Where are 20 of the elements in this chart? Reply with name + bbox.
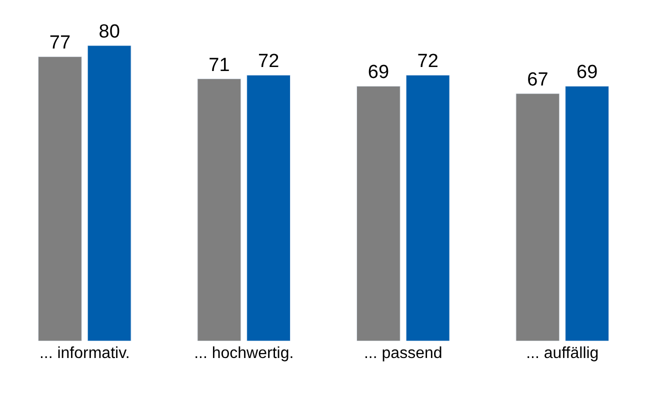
x-tick-label: ... informativ. <box>39 345 130 362</box>
bar <box>565 86 610 341</box>
data-label: 72 <box>417 51 438 72</box>
bar <box>197 78 242 341</box>
x-tick-label: ... hochwertig. <box>194 345 294 362</box>
bar <box>516 93 560 341</box>
data-label: 72 <box>258 51 280 72</box>
data-label: 71 <box>208 54 230 76</box>
data-label: 69 <box>576 62 598 84</box>
data-label: 77 <box>49 32 71 54</box>
bar <box>246 74 291 341</box>
bar <box>38 56 82 341</box>
data-label: 67 <box>527 70 548 91</box>
x-tick-label: ... passend <box>364 345 442 362</box>
x-tick-label: ... auffällig <box>526 345 599 362</box>
bar <box>406 74 450 341</box>
data-label: 80 <box>98 22 120 43</box>
data-label: 69 <box>368 62 390 84</box>
bar <box>356 86 400 341</box>
bar <box>87 45 132 341</box>
